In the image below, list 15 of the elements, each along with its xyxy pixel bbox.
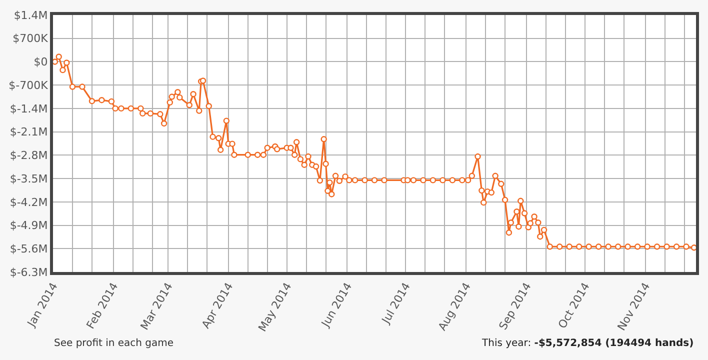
y-tick-label: $-1.4M bbox=[10, 102, 48, 116]
y-tick-label: $-3.5M bbox=[10, 172, 48, 186]
text: See profit in each game bbox=[54, 338, 174, 349]
y-tick-label: $-700K bbox=[8, 78, 49, 92]
y-tick-label: $-4.9M bbox=[10, 219, 48, 232]
y-tick-label: $-4.2M bbox=[10, 196, 48, 209]
y-tick-label: $-2.1M bbox=[10, 126, 48, 139]
y-tick-label: $0 bbox=[34, 56, 48, 69]
y-tick-label: $700K bbox=[12, 32, 49, 46]
text: This year: bbox=[482, 338, 532, 349]
y-tick-label: $-2.8M bbox=[10, 149, 48, 162]
y-tick-label: $-5.6M bbox=[10, 242, 48, 256]
text: -$5,572,854 (194494 hands) bbox=[534, 338, 694, 349]
y-tick-label: $-6.3M bbox=[10, 266, 48, 279]
y-tick-label: $1.4M bbox=[14, 8, 48, 22]
